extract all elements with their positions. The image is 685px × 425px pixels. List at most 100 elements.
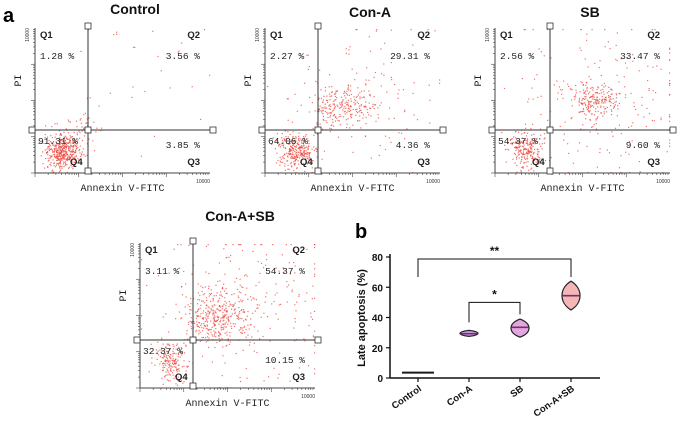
dot xyxy=(178,368,180,370)
dot xyxy=(592,98,594,100)
dot xyxy=(65,143,67,145)
dot xyxy=(237,317,240,319)
dot xyxy=(581,82,583,84)
dot xyxy=(553,84,555,86)
dot xyxy=(534,157,536,159)
dot xyxy=(388,118,390,120)
dot xyxy=(64,139,66,141)
dot xyxy=(170,357,172,359)
dot xyxy=(293,327,295,329)
dot xyxy=(69,151,71,153)
dot xyxy=(666,151,668,153)
dot xyxy=(384,135,387,137)
dot xyxy=(236,288,239,290)
dot xyxy=(50,142,53,144)
dot xyxy=(604,29,606,31)
dot xyxy=(321,107,323,109)
dot xyxy=(567,83,569,85)
dot xyxy=(67,138,69,140)
dot xyxy=(55,157,57,159)
dot xyxy=(638,70,640,72)
dot xyxy=(214,304,216,306)
dot xyxy=(615,97,618,99)
dot xyxy=(532,123,534,125)
dot xyxy=(292,144,294,146)
dot xyxy=(100,130,102,132)
dot xyxy=(211,334,213,336)
dot xyxy=(65,158,68,160)
dot xyxy=(172,355,174,357)
dot xyxy=(646,107,648,109)
dot xyxy=(306,153,308,156)
dot xyxy=(168,272,170,274)
dot xyxy=(51,126,53,128)
dot xyxy=(520,171,522,173)
dot xyxy=(178,311,180,313)
dot xyxy=(653,120,655,122)
dot xyxy=(205,307,207,309)
dot xyxy=(202,336,204,338)
dot xyxy=(308,65,310,68)
dot xyxy=(610,93,612,95)
dot xyxy=(282,267,284,269)
dot xyxy=(177,51,179,53)
dot xyxy=(212,300,214,302)
dot xyxy=(217,316,219,318)
dot xyxy=(370,107,372,109)
dot xyxy=(601,99,603,101)
dot xyxy=(180,380,183,382)
dot xyxy=(517,146,519,148)
dot xyxy=(526,141,528,143)
dot xyxy=(295,146,297,148)
dot xyxy=(582,84,584,86)
dot xyxy=(606,106,608,108)
dot xyxy=(53,151,55,153)
dot xyxy=(527,101,529,103)
dot xyxy=(253,342,255,344)
dot xyxy=(360,104,363,106)
dot xyxy=(229,303,231,305)
dot xyxy=(295,158,298,161)
dot xyxy=(516,155,518,157)
dot xyxy=(179,351,181,353)
dot xyxy=(61,167,63,169)
dot xyxy=(183,360,185,362)
dot xyxy=(68,142,70,144)
dot xyxy=(632,60,634,62)
dot xyxy=(518,142,520,144)
dot xyxy=(295,151,297,154)
y-tick-label: 40 xyxy=(372,314,384,325)
dot xyxy=(172,363,174,365)
dot xyxy=(533,170,535,172)
dot xyxy=(355,109,357,111)
dot xyxy=(215,312,217,314)
dot xyxy=(226,310,228,312)
dot xyxy=(294,142,296,144)
dot xyxy=(247,298,249,300)
dot xyxy=(42,151,44,153)
dot xyxy=(65,155,67,157)
dot xyxy=(329,116,331,118)
dot xyxy=(283,143,285,145)
dot xyxy=(66,164,68,166)
dot xyxy=(592,94,594,96)
dot xyxy=(291,149,293,152)
dot xyxy=(526,153,528,155)
dot xyxy=(608,101,610,103)
dot xyxy=(195,317,197,319)
dot xyxy=(333,109,335,111)
dot xyxy=(48,149,50,151)
dot xyxy=(538,151,540,153)
dot xyxy=(47,165,49,168)
dot xyxy=(47,146,49,148)
dot xyxy=(514,153,516,156)
dot xyxy=(631,140,633,142)
dot xyxy=(563,80,565,82)
quadrant-percent-q3: 9.60 % xyxy=(626,140,661,151)
dot xyxy=(660,117,662,119)
dot xyxy=(288,168,290,170)
dot xyxy=(305,150,307,152)
dot xyxy=(368,90,370,92)
dot xyxy=(57,157,59,159)
